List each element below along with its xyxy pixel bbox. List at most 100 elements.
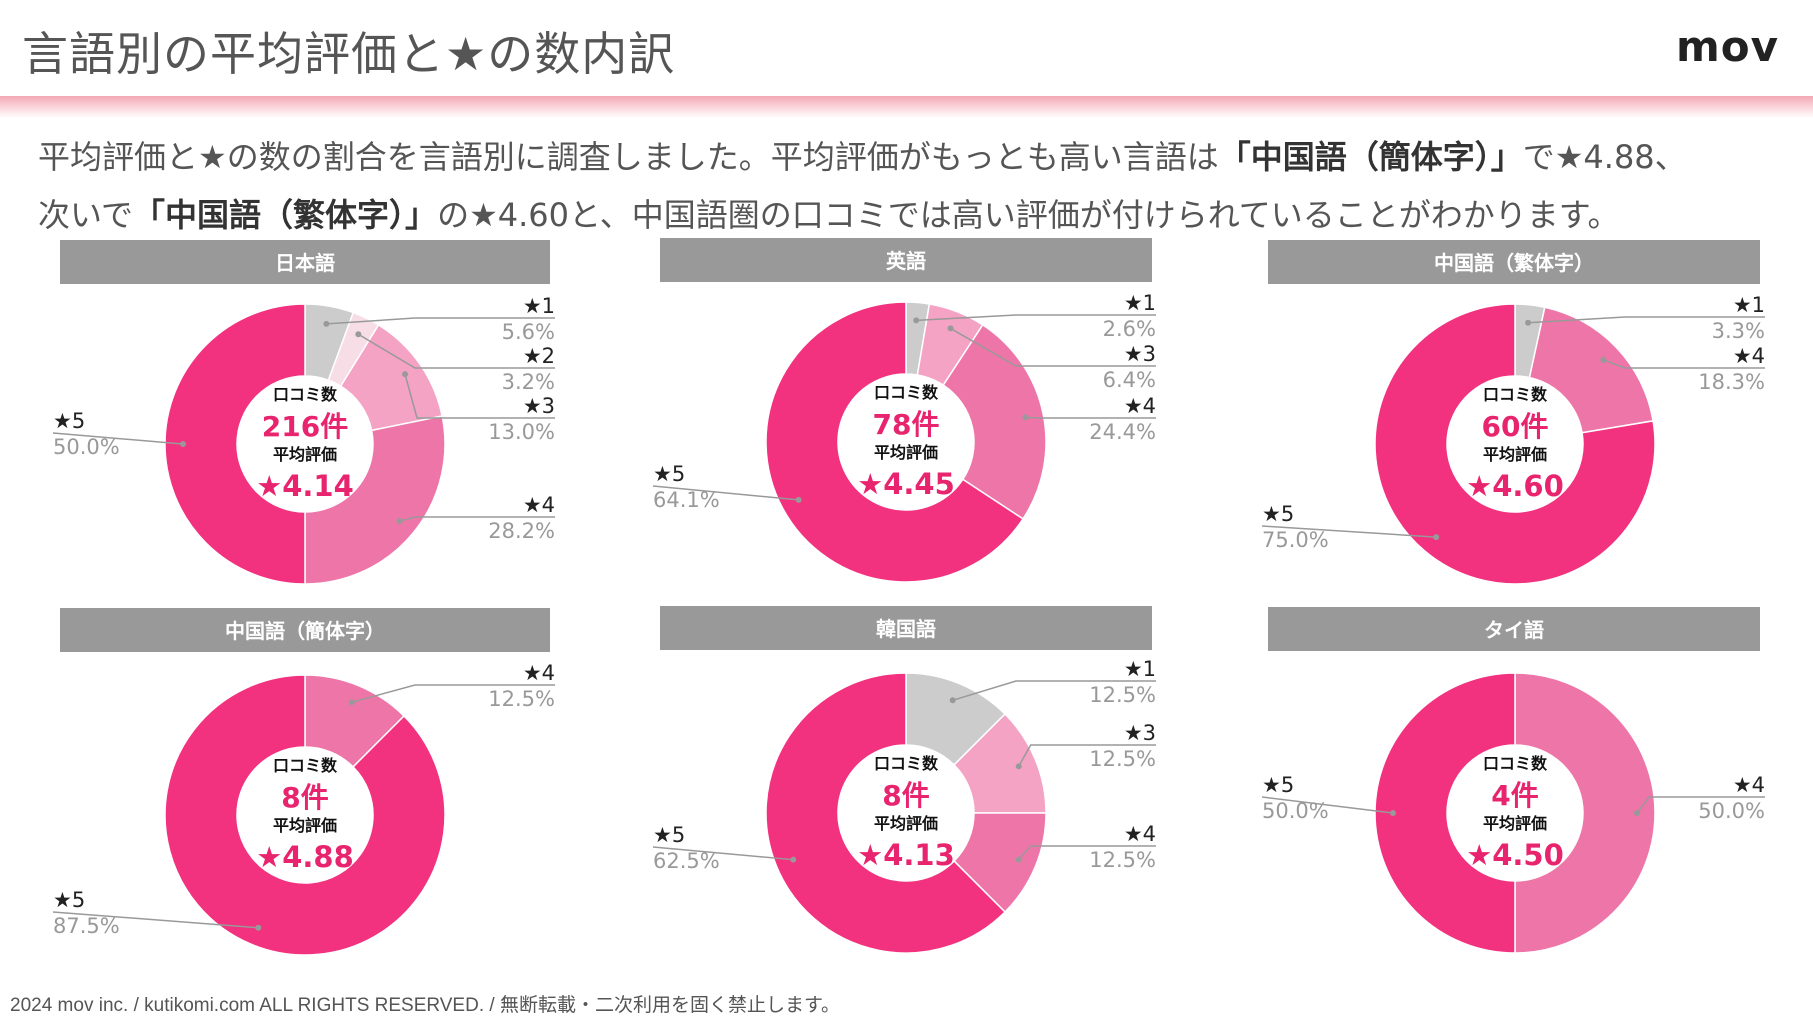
chart-title-label: 英語 <box>886 249 926 273</box>
summary-line-2: 次いで「中国語（繁体字）」の★4.60と、中国語圏の口コミでは高い評価が付けられ… <box>38 186 1798 244</box>
chart-title-bar <box>660 606 1152 650</box>
center-average-label: 平均評価 <box>1483 814 1547 833</box>
slice-star-label: ★5 <box>653 462 685 486</box>
leader-line <box>652 846 794 861</box>
leader-line <box>52 432 184 445</box>
leader-line <box>1018 845 1156 861</box>
slice-percent-label: 3.2% <box>502 370 555 394</box>
chart-title-label: タイ語 <box>1484 618 1544 642</box>
slice-percent-label: 50.0% <box>1698 799 1765 823</box>
center-average-label: 平均評価 <box>874 814 938 833</box>
slice-star-label: ★5 <box>53 409 85 433</box>
leader-line <box>1603 359 1765 369</box>
slice-star-label: ★3 <box>523 394 555 418</box>
slice-star-label: ★1 <box>523 294 555 318</box>
center-average-label: 平均評価 <box>273 445 337 464</box>
center-average-value: ★4.60 <box>1466 469 1564 503</box>
chart-title-bar <box>60 608 550 652</box>
slice-percent-label: 5.6% <box>502 320 555 344</box>
leader-line <box>1018 744 1156 767</box>
slice-percent-label: 62.5% <box>653 849 720 873</box>
header-gradient-band <box>0 96 1813 118</box>
summary-text: 平均評価と★の数の割合を言語別に調査しました。平均評価がもっとも高い言語は「中国… <box>38 128 1798 244</box>
chart-title-label: 日本語 <box>275 251 335 275</box>
donut-slice <box>164 674 446 956</box>
leader-line <box>326 317 555 325</box>
leader-line <box>357 333 555 369</box>
center-review-count: 8件 <box>281 781 328 814</box>
slice-star-label: ★4 <box>1124 394 1156 418</box>
center-average-value: ★4.14 <box>256 469 354 503</box>
leader-line <box>1261 796 1394 814</box>
slice-star-label: ★2 <box>523 344 555 368</box>
leader-line <box>652 485 799 501</box>
slice-percent-label: 28.2% <box>488 519 555 543</box>
donut-slice <box>1374 303 1656 585</box>
summary-highlight-traditional-chinese: 「中国語（繁体字）」 <box>133 196 438 234</box>
slice-percent-label: 75.0% <box>1262 528 1329 552</box>
slice-star-label: ★5 <box>1262 502 1294 526</box>
summary-text-segment: の★4.60と、中国語圏の口コミでは高い評価が付けられていることがわかります。 <box>437 196 1620 234</box>
leader-line <box>1261 525 1437 538</box>
slice-percent-label: 87.5% <box>53 914 120 938</box>
chart-title-bar <box>60 240 550 284</box>
chart-title-label: 中国語（繁体字） <box>1434 251 1594 275</box>
leader-line <box>950 327 1156 367</box>
slice-star-label: ★4 <box>1733 344 1765 368</box>
center-reviews-label: 口コミ数 <box>874 383 939 402</box>
leader-line <box>1528 316 1765 324</box>
slice-star-label: ★1 <box>1124 657 1156 681</box>
slice-percent-label: 13.0% <box>488 420 555 444</box>
center-review-count: 60件 <box>1482 410 1549 443</box>
mov-logo: mov <box>1676 22 1779 71</box>
slice-percent-label: 12.5% <box>1089 848 1156 872</box>
leader-line <box>404 373 555 419</box>
center-reviews-label: 口コミ数 <box>273 756 338 775</box>
center-reviews-label: 口コミ数 <box>1483 385 1548 404</box>
slice-star-label: ★4 <box>523 661 555 685</box>
center-reviews-label: 口コミ数 <box>1483 754 1548 773</box>
donut-slice <box>164 303 306 585</box>
page-title: 言語別の平均評価と★の数内訳 <box>22 27 676 81</box>
leader-line <box>351 684 555 704</box>
slice-star-label: ★5 <box>1262 773 1294 797</box>
chart-title-label: 韓国語 <box>876 617 936 641</box>
slice-star-label: ★3 <box>1124 721 1156 745</box>
center-review-count: 78件 <box>873 408 940 441</box>
summary-text-segment: 平均評価と★の数の割合を言語別に調査しました。平均評価がもっとも高い言語は <box>38 138 1219 176</box>
slice-percent-label: 64.1% <box>653 488 720 512</box>
slice-percent-label: 12.5% <box>488 687 555 711</box>
slice-star-label: ★4 <box>1733 773 1765 797</box>
center-average-label: 平均評価 <box>1483 445 1547 464</box>
center-reviews-label: 口コミ数 <box>273 385 338 404</box>
slice-percent-label: 12.5% <box>1089 683 1156 707</box>
center-review-count: 4件 <box>1491 779 1538 812</box>
summary-line-1: 平均評価と★の数の割合を言語別に調査しました。平均評価がもっとも高い言語は「中国… <box>38 128 1798 186</box>
donut-slice <box>765 672 1007 954</box>
donut-slice <box>942 323 1047 520</box>
leader-line <box>952 680 1156 702</box>
slice-percent-label: 6.4% <box>1103 368 1156 392</box>
slice-star-label: ★5 <box>53 888 85 912</box>
chart-title-label: 中国語（簡体字） <box>225 619 385 643</box>
donut-slice <box>765 301 1025 583</box>
slice-percent-label: 18.3% <box>1698 370 1765 394</box>
leader-line <box>916 314 1156 322</box>
donut-slice <box>1374 672 1516 954</box>
slice-star-label: ★5 <box>653 823 685 847</box>
center-review-count: 8件 <box>882 779 929 812</box>
center-average-label: 平均評価 <box>874 443 938 462</box>
chart-title-bar <box>1268 240 1760 284</box>
chart-title-bar <box>1268 607 1760 651</box>
donut-slice <box>1528 306 1654 434</box>
slice-percent-label: 3.3% <box>1712 319 1765 343</box>
leader-line <box>1025 416 1156 419</box>
slice-percent-label: 50.0% <box>1262 799 1329 823</box>
slice-percent-label: 12.5% <box>1089 747 1156 771</box>
center-average-value: ★4.45 <box>857 467 955 501</box>
center-review-count: 216件 <box>262 410 348 443</box>
leader-line <box>52 911 259 929</box>
center-average-value: ★4.50 <box>1466 838 1564 872</box>
slice-star-label: ★1 <box>1733 293 1765 317</box>
